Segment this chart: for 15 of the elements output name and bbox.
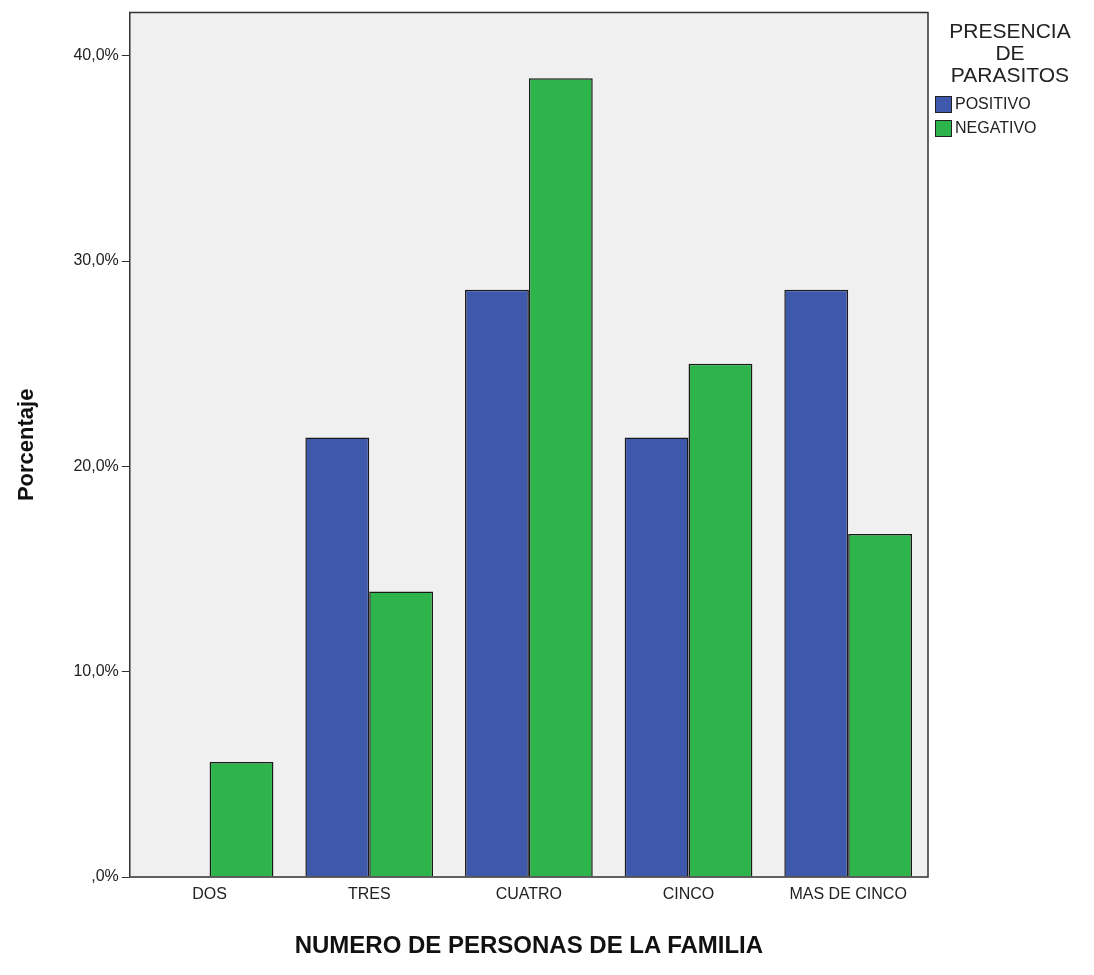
x-tick-label: DOS bbox=[192, 885, 227, 903]
x-axis-title: NUMERO DE PERSONAS DE LA FAMILIA bbox=[294, 931, 764, 959]
x-tick-label: CINCO bbox=[662, 885, 715, 903]
x-tick-label: CUATRO bbox=[495, 885, 563, 903]
y-tick-label: 40,0% bbox=[73, 46, 119, 64]
y-tick-label: 10,0% bbox=[73, 662, 119, 680]
y-tick-label: ,0% bbox=[91, 867, 119, 885]
legend-title: PRESENCIA DE PARASITOS bbox=[948, 19, 1072, 86]
legend-label: NEGATIVO bbox=[955, 119, 1037, 137]
x-tick-label: MAS DE CINCO bbox=[789, 885, 907, 903]
y-tick-label: 30,0% bbox=[73, 251, 119, 269]
y-tick-label: 20,0% bbox=[73, 456, 119, 474]
legend-label: POSITIVO bbox=[955, 95, 1031, 113]
x-tick-label: TRES bbox=[347, 885, 391, 903]
y-axis-title: Porcentaje bbox=[13, 388, 39, 502]
